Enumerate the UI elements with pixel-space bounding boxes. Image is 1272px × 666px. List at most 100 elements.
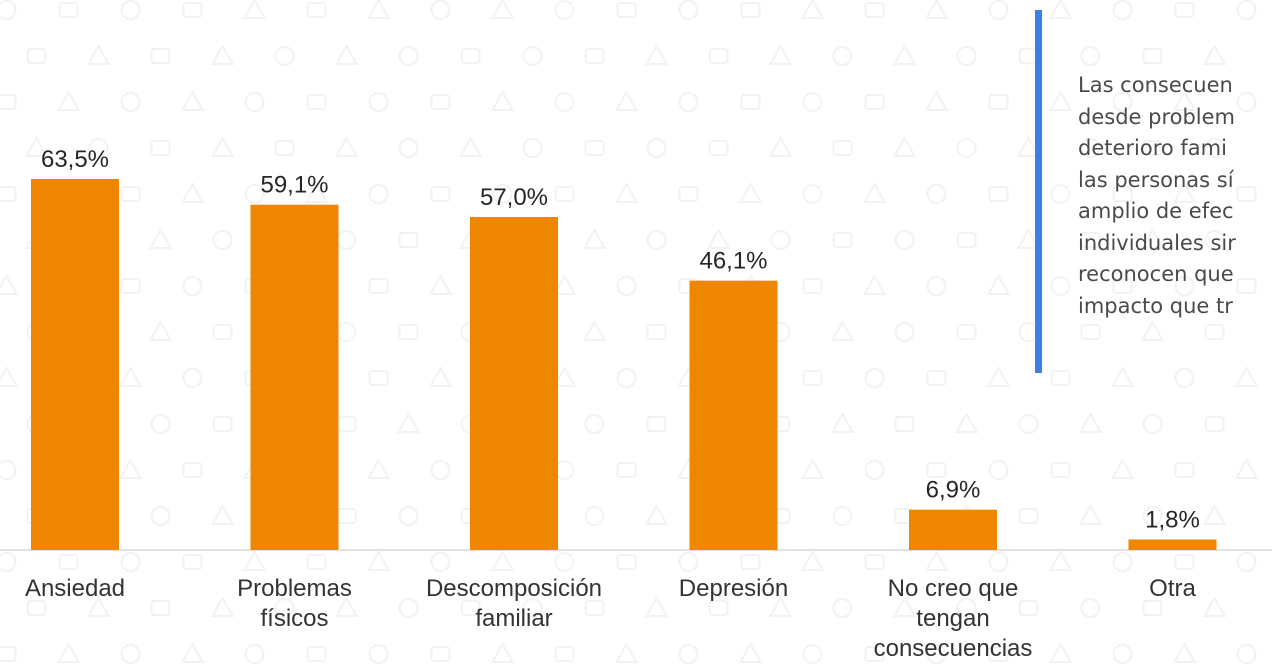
- pattern-shape: [1236, 92, 1257, 112]
- pattern-shape: [924, 0, 949, 19]
- pattern-shape: [1080, 232, 1101, 248]
- pattern-shape: [148, 227, 173, 249]
- pattern-shape: [738, 181, 763, 203]
- pattern-shape: [582, 319, 607, 341]
- pattern-shape: [1172, 641, 1197, 663]
- pattern-shape: [210, 43, 235, 65]
- pattern-shape: [210, 135, 235, 157]
- pattern-shape: [802, 278, 823, 294]
- pattern-shape: [334, 595, 359, 617]
- pattern-shape: [242, 0, 267, 19]
- pattern-shape: [242, 549, 267, 571]
- pattern-shape: [644, 595, 669, 617]
- pattern-shape: [460, 48, 481, 64]
- pattern-shape: [1078, 411, 1103, 433]
- pattern-shape: [118, 457, 143, 479]
- pattern-shape: [802, 92, 823, 112]
- pattern-shape: [88, 138, 109, 158]
- category-label: Depresión: [679, 575, 788, 602]
- pattern-shape: [212, 416, 233, 432]
- pattern-shape: [584, 600, 605, 616]
- pattern-shape: [428, 365, 453, 387]
- pattern-shape: [1140, 227, 1165, 249]
- pattern-shape: [678, 186, 699, 202]
- pattern-shape: [1050, 276, 1071, 296]
- pattern-shape: [646, 416, 667, 432]
- pattern-shape: [552, 365, 577, 387]
- pattern-shape: [988, 94, 1009, 110]
- data-label: 59,1%: [260, 172, 328, 199]
- pattern-shape: [1142, 48, 1163, 64]
- pattern-shape: [1174, 276, 1195, 296]
- pattern-shape: [1112, 278, 1133, 294]
- pattern-shape: [988, 552, 1009, 572]
- pattern-shape: [368, 370, 389, 386]
- pattern-shape: [894, 230, 915, 250]
- pattern-shape: [120, 644, 141, 664]
- pattern-shape: [956, 138, 977, 158]
- pattern-shape: [306, 554, 327, 570]
- pattern-shape: [244, 184, 265, 204]
- pattern-shape: [1172, 89, 1197, 111]
- pattern-shape: [304, 181, 329, 203]
- pattern-shape: [1080, 598, 1101, 618]
- pattern-shape: [584, 140, 605, 156]
- pattern-shape: [582, 227, 607, 249]
- pattern-shape: [1050, 370, 1071, 386]
- pattern-shape: [0, 552, 17, 572]
- pattern-shape: [892, 595, 917, 617]
- pattern-shape: [1078, 503, 1103, 525]
- pattern-shape: [180, 181, 205, 203]
- pattern-shape: [398, 598, 419, 618]
- pattern-shape: [398, 46, 419, 66]
- pattern-shape: [614, 89, 639, 111]
- pattern-shape: [366, 457, 391, 479]
- pattern-shape: [800, 457, 825, 479]
- pattern-shape: [212, 324, 233, 340]
- pattern-shape: [864, 460, 885, 480]
- pattern-shape: [366, 549, 391, 571]
- pattern-shape: [1234, 365, 1259, 387]
- pattern-shape: [554, 0, 575, 20]
- pattern-shape: [864, 94, 885, 110]
- pattern-shape: [430, 94, 451, 110]
- pattern-shape: [490, 549, 515, 571]
- pattern-shape: [708, 140, 729, 156]
- pattern-shape: [212, 230, 233, 250]
- pattern-shape: [956, 46, 977, 66]
- pattern-shape: [1048, 0, 1073, 19]
- pattern-shape: [988, 646, 1009, 662]
- pattern-shape: [1174, 554, 1195, 570]
- pattern-shape: [924, 549, 949, 571]
- pattern-shape: [1080, 46, 1101, 66]
- pattern-shape: [988, 186, 1009, 202]
- pattern-shape: [180, 89, 205, 111]
- pattern-shape: [1204, 138, 1225, 158]
- pattern-shape: [428, 273, 453, 295]
- pattern-shape: [398, 138, 419, 158]
- pattern-shape: [800, 549, 825, 571]
- data-label: 57,0%: [480, 184, 548, 211]
- pattern-shape: [1142, 506, 1163, 526]
- pattern-shape: [926, 370, 947, 386]
- pattern-shape: [0, 365, 19, 387]
- pattern-shape: [1048, 549, 1073, 571]
- pattern-shape: [1016, 227, 1041, 249]
- pattern-shape: [210, 595, 235, 617]
- pattern-shape: [616, 462, 637, 478]
- pattern-shape: [0, 94, 17, 110]
- pattern-shape: [1172, 181, 1197, 203]
- pattern-shape: [554, 646, 575, 662]
- pattern-shape: [554, 186, 575, 202]
- pattern-shape: [26, 600, 47, 616]
- pattern-shape: [492, 184, 513, 204]
- pattern-shape: [120, 186, 141, 202]
- pattern-shape: [616, 2, 637, 18]
- side-panel-text: Las consecuen desde problem deterioro fa…: [1078, 73, 1236, 318]
- bar: [909, 509, 997, 550]
- pattern-shape: [460, 600, 481, 616]
- pattern-shape: [926, 462, 947, 478]
- pattern-shape: [398, 232, 419, 248]
- pattern-shape: [522, 46, 543, 66]
